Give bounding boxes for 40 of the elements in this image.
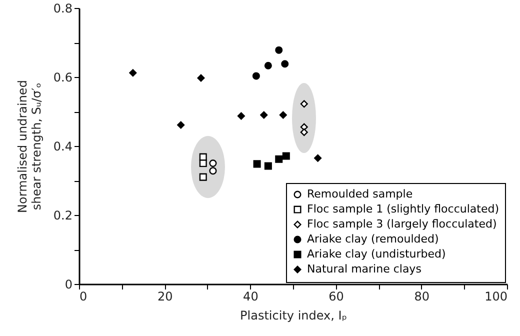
point bbox=[129, 69, 137, 77]
point bbox=[199, 159, 207, 168]
point bbox=[275, 46, 283, 54]
point bbox=[260, 111, 268, 119]
point bbox=[237, 112, 245, 120]
point bbox=[252, 72, 260, 80]
y-axis-title: Normalised undrained shear strength, Sᵤ/σ′ₒ bbox=[15, 80, 44, 213]
point bbox=[253, 160, 261, 168]
point bbox=[199, 173, 207, 181]
point bbox=[281, 60, 289, 68]
point bbox=[197, 74, 205, 82]
x-tick-label: 80 bbox=[414, 290, 430, 304]
legend-label: Floc sample 1 (slightly flocculated) bbox=[307, 202, 499, 216]
point bbox=[282, 152, 290, 160]
point bbox=[209, 167, 217, 175]
y-tick-label: 0.2 bbox=[53, 208, 72, 222]
point bbox=[209, 159, 217, 168]
legend-label: Ariake clay (undisturbed) bbox=[307, 248, 446, 260]
point bbox=[300, 128, 308, 136]
y-tick-label: 0 bbox=[64, 278, 72, 292]
y-tick-label: 0.6 bbox=[53, 70, 72, 84]
legend-label: Natural marine clays bbox=[307, 262, 422, 276]
x-axis-title: Plasticity index, Iₚ bbox=[240, 308, 347, 322]
point bbox=[314, 154, 322, 162]
legend-label: Remoulded sample bbox=[307, 188, 413, 200]
legend-label: Floc sample 3 (largely flocculated) bbox=[307, 218, 497, 230]
x-tick-label: 0 bbox=[80, 290, 88, 304]
x-tick-label: 40 bbox=[243, 290, 258, 304]
point bbox=[279, 111, 287, 119]
x-tick-label: 20 bbox=[157, 290, 173, 304]
x-tick-label: 100 bbox=[484, 290, 508, 304]
x-tick-label: 60 bbox=[328, 290, 344, 304]
y-tick-label: 0.4 bbox=[53, 140, 72, 154]
point bbox=[300, 100, 308, 108]
point bbox=[275, 155, 283, 163]
point bbox=[177, 121, 185, 129]
y-tick-label: 0.8 bbox=[53, 2, 72, 16]
point bbox=[264, 162, 272, 170]
legend-label: Ariake clay (remoulded) bbox=[307, 232, 439, 246]
point bbox=[264, 62, 272, 70]
